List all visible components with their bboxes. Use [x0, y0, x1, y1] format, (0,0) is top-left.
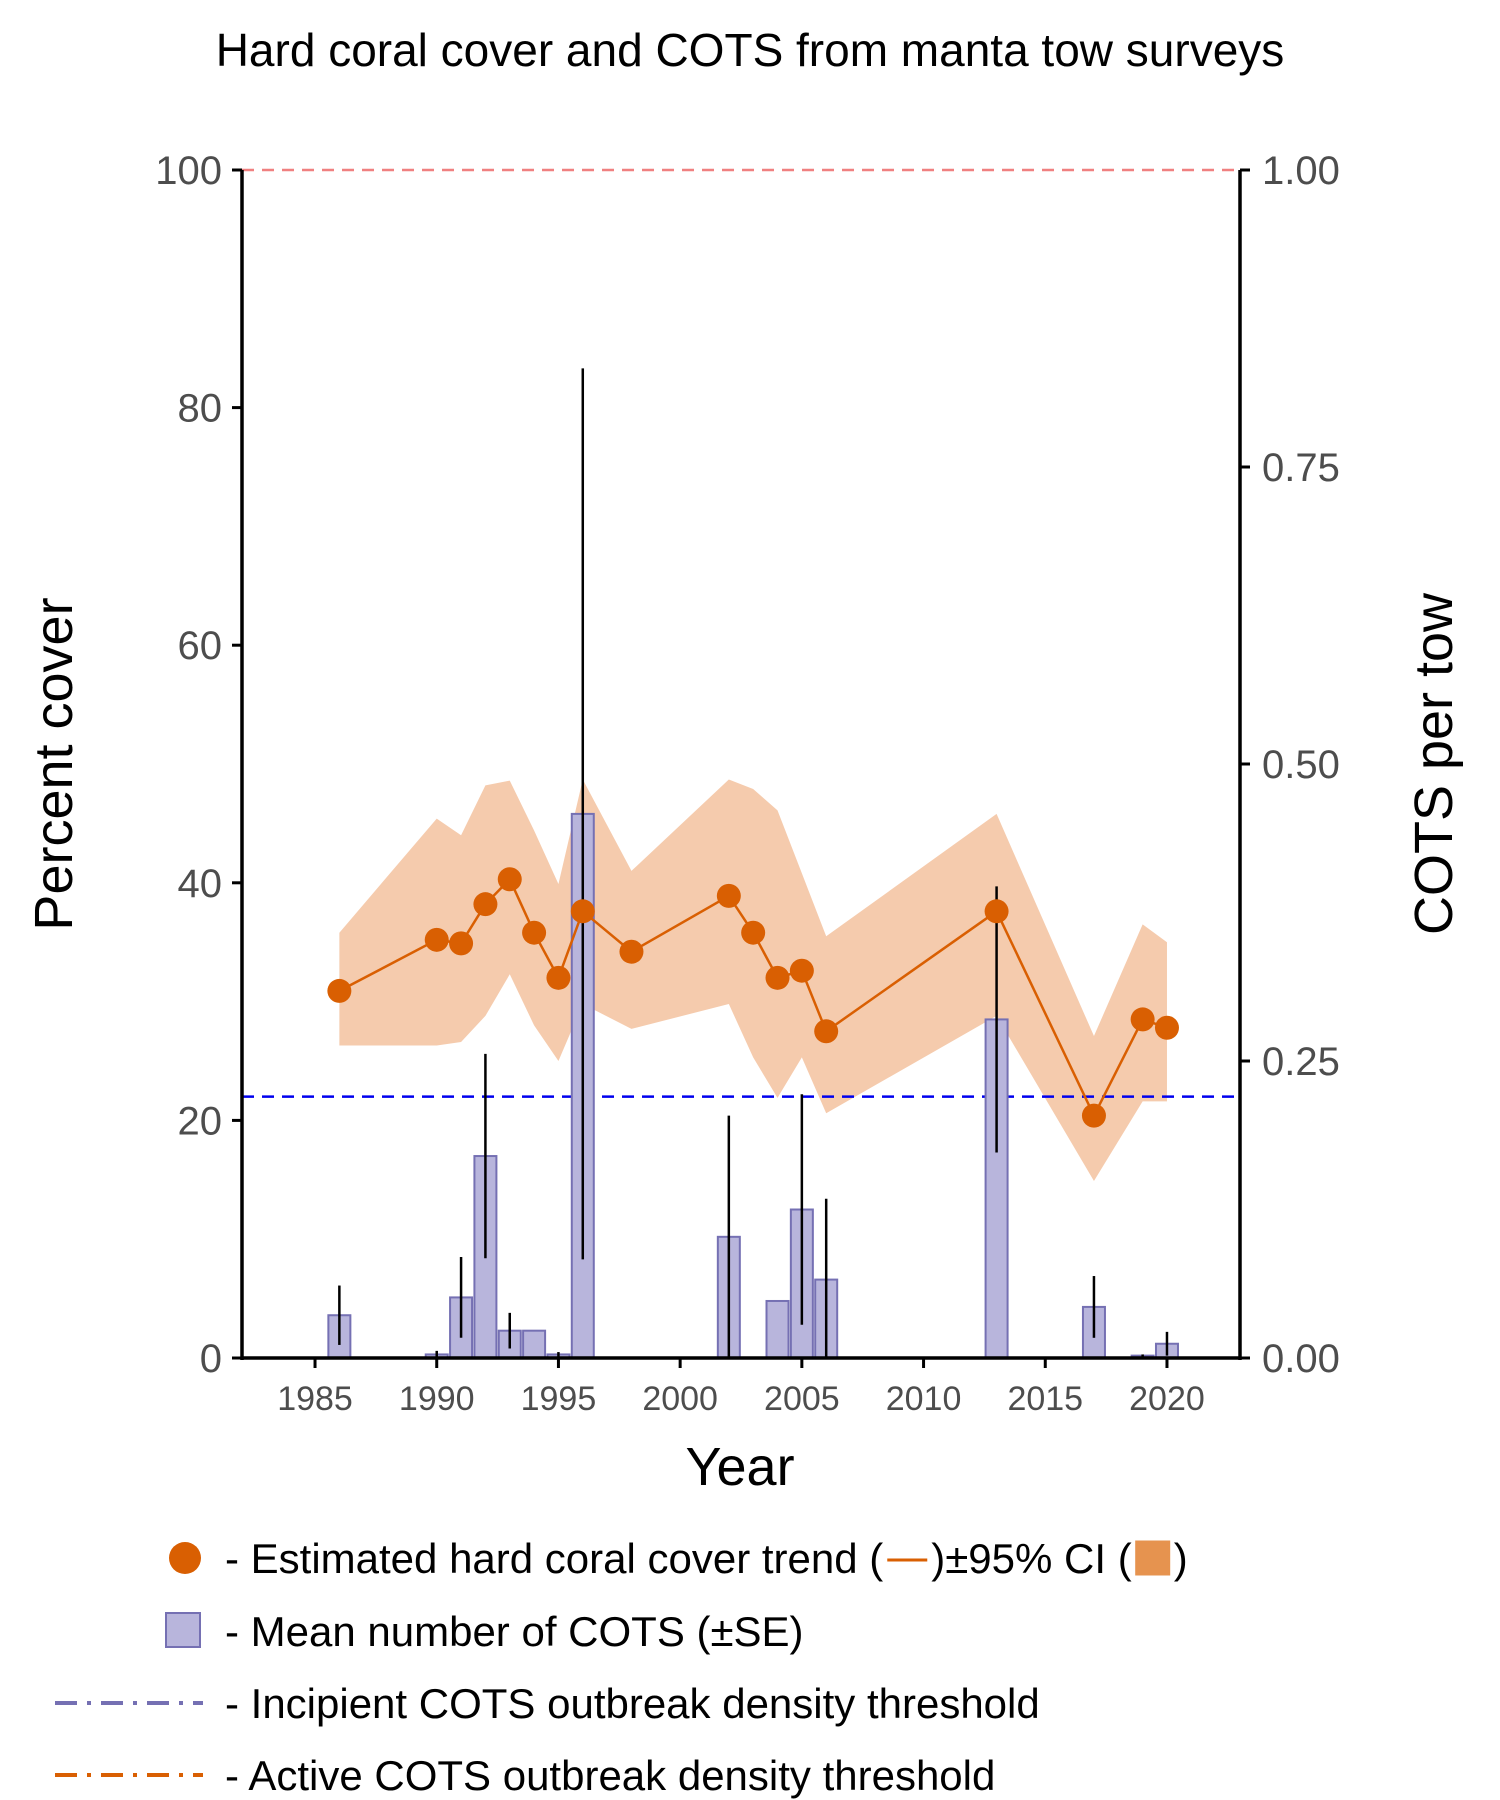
coral-point: [327, 978, 352, 1003]
coral-point: [1154, 1015, 1179, 1040]
x-tick-label: 2005: [764, 1380, 840, 1418]
y-tick-label-left: 20: [178, 1099, 223, 1143]
coral-point: [546, 965, 571, 990]
y-axis-label-left: Percent cover: [24, 597, 84, 930]
legend: - Estimated hard coral cover trend ( )±9…: [55, 1535, 1188, 1799]
legend-coral-end-text: ): [1174, 1535, 1188, 1582]
coral-point: [1081, 1103, 1106, 1128]
legend-cots-text: - Mean number of COTS (±SE): [225, 1608, 804, 1655]
coral-point: [619, 939, 644, 964]
x-tick-label: 2000: [642, 1380, 718, 1418]
chart-title: Hard coral cover and COTS from manta tow…: [216, 24, 1285, 76]
y-tick-label-right: 1.00: [1262, 149, 1340, 193]
coral-point: [789, 958, 814, 983]
coral-point: [765, 965, 790, 990]
x-axis-label: Year: [685, 1437, 794, 1497]
legend-active-text: - Active COTS outbreak density threshold: [225, 1752, 995, 1799]
coral-point: [741, 920, 766, 945]
y-tick-label-left: 100: [155, 149, 222, 193]
coral-point: [473, 892, 498, 917]
x-tick-label: 1995: [521, 1380, 597, 1418]
legend-ci-text: )±95% CI (: [931, 1535, 1131, 1582]
y-tick-label-left: 80: [178, 387, 223, 431]
legend-coral-text: - Estimated hard coral cover trend (: [225, 1535, 883, 1582]
y-tick-label-left: 60: [178, 624, 223, 668]
coral-point: [424, 927, 449, 952]
plot-area: 0 20 40 60 80 100 0.00 0.25 0.50 0.75 1.00 1985 1990…: [155, 149, 1340, 1418]
legend-incipient-text: - Incipient COTS outbreak density thresh…: [225, 1680, 1040, 1727]
ci-band: [339, 779, 1167, 1181]
y-tick-label-left: 40: [178, 862, 223, 906]
y-tick-label-right: 0.00: [1262, 1337, 1340, 1381]
legend-cots-swatch: [165, 1612, 201, 1648]
y-tick-label-left: 0: [200, 1337, 222, 1381]
coral-point: [449, 931, 474, 956]
x-tick-label: 1990: [399, 1380, 475, 1418]
coral-point: [814, 1019, 839, 1044]
coral-point: [984, 899, 1009, 924]
x-tick-label: 2020: [1129, 1380, 1205, 1418]
x-tick-label: 2010: [886, 1380, 962, 1418]
y-axis-label-right: COTS per tow: [1404, 592, 1464, 935]
cots-bar: [765, 1299, 790, 1359]
x-tick-label: 2015: [1007, 1380, 1083, 1418]
coral-point: [497, 867, 522, 892]
cots-bar: [522, 1329, 547, 1360]
coral-point: [716, 883, 741, 908]
coral-point: [522, 920, 547, 945]
x-tick-label: 1985: [277, 1380, 353, 1418]
coral-point: [1130, 1007, 1155, 1032]
legend-ci-swatch: [1135, 1540, 1171, 1576]
y-tick-label-right: 0.75: [1262, 446, 1340, 490]
coral-point: [570, 899, 595, 924]
y-tick-label-right: 0.25: [1262, 1040, 1340, 1084]
y-tick-label-right: 0.50: [1262, 743, 1340, 787]
legend-coral-marker: [169, 1542, 201, 1574]
